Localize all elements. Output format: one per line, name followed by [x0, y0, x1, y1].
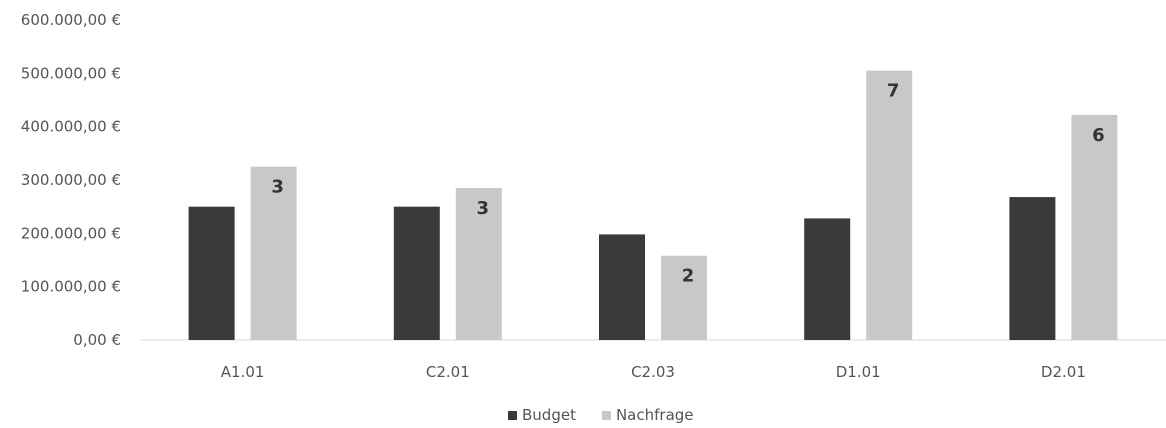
- data-label: 3: [477, 198, 490, 219]
- legend-swatch: [601, 411, 611, 420]
- data-label: 6: [1092, 125, 1105, 146]
- y-tick-label: 300.000,00 €: [21, 171, 121, 189]
- bar-nachfrage-d2-01: [1071, 114, 1118, 340]
- bar-nachfrage-c2-01: [455, 188, 502, 340]
- bar-nachfrage-d1-01: [866, 70, 913, 341]
- data-label: 3: [271, 177, 284, 198]
- y-tick-label: 100.000,00 €: [21, 278, 121, 296]
- x-tick-label: D1.01: [836, 363, 881, 381]
- y-tick-label: 500.000,00 €: [21, 64, 121, 82]
- bar-series: 3 3 2 7 6: [188, 70, 1118, 341]
- x-tick-label: C2.03: [631, 363, 675, 381]
- x-tick-label: C2.01: [426, 363, 470, 381]
- x-tick-label: A1.01: [221, 363, 265, 381]
- x-tick-label: D2.01: [1041, 363, 1086, 381]
- bar-nachfrage-c2-03: [661, 255, 707, 340]
- bar-budget-c2-01: [393, 206, 440, 340]
- legend-label: Nachfrage: [616, 406, 694, 424]
- bar-budget-d2-01: [1009, 197, 1056, 340]
- y-tick-label: 400.000,00 €: [21, 118, 121, 136]
- legend: Budget Nachfrage: [508, 406, 694, 424]
- y-tick-label: 200.000,00 €: [21, 224, 121, 242]
- legend-label: Budget: [522, 406, 576, 424]
- y-tick-label: 600.000,00 €: [21, 11, 121, 29]
- data-label: 7: [887, 81, 900, 102]
- bar-budget-d1-01: [804, 218, 851, 340]
- y-axis: 0,00 € 100.000,00 € 200.000,00 € 300.000,00…: [21, 11, 121, 349]
- x-axis: A1.01 C2.01 C2.03 D1.01 D2.01: [221, 363, 1086, 381]
- bar-nachfrage-a1-01: [250, 166, 297, 340]
- bar-budget-a1-01: [188, 206, 235, 340]
- bar-budget-c2-03: [599, 234, 645, 340]
- data-label: 2: [682, 266, 695, 287]
- legend-swatch: [508, 411, 517, 420]
- y-tick-label: 0,00 €: [73, 331, 121, 349]
